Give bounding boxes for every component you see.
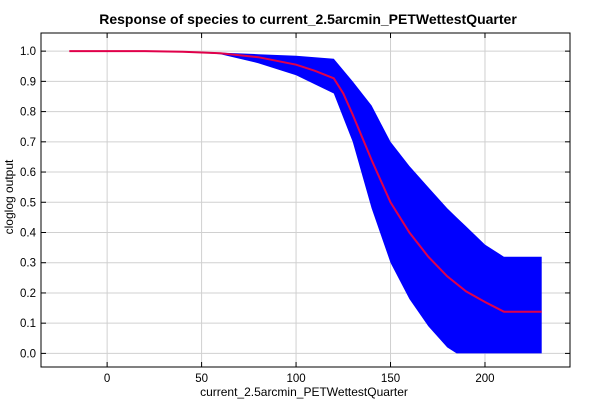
plot-frame xyxy=(40,32,571,368)
y-tick-label: 0.6 xyxy=(20,167,36,179)
y-tick-label: 0.8 xyxy=(20,107,36,119)
y-tick-label: 0.5 xyxy=(20,197,36,209)
x-tick-label: 150 xyxy=(381,373,400,385)
x-tick-label: 100 xyxy=(286,373,305,385)
confidence-band xyxy=(69,51,542,354)
x-tick-label: 50 xyxy=(195,373,208,385)
x-tick-label: 0 xyxy=(104,373,110,385)
y-axis-label: cloglog output xyxy=(2,159,16,234)
grid xyxy=(41,33,570,367)
axes: 0 50 100 150 200 0.0 0.1 0.2 0.3 0.4 0.5 0.6 0.7 0.8 0… xyxy=(20,32,571,385)
plot-area xyxy=(69,50,542,354)
y-tick-label: 1.0 xyxy=(20,46,36,58)
y-tick-label: 0.3 xyxy=(20,258,36,270)
x-axis-label: current_2.5arcmin_PETWettestQuarter xyxy=(200,385,408,399)
mean-response-line xyxy=(69,50,542,313)
y-tick-label: 0.1 xyxy=(20,318,36,330)
y-tick-label: 0.4 xyxy=(20,227,37,239)
x-tick-label: 200 xyxy=(475,373,494,385)
chart-title: Response of species to current_2.5arcmin… xyxy=(99,11,517,27)
y-tick-label: 0.7 xyxy=(20,137,36,149)
y-tick-label: 0.9 xyxy=(20,76,36,88)
y-tick-label: 0.0 xyxy=(20,348,36,360)
y-tick-label: 0.2 xyxy=(20,288,36,300)
